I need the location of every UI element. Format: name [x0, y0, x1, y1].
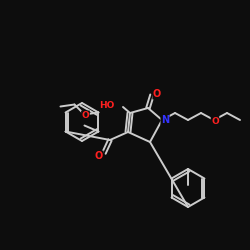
Text: O: O	[153, 89, 161, 99]
Text: HO: HO	[100, 102, 115, 110]
Text: O: O	[82, 111, 89, 120]
Text: O: O	[95, 151, 103, 161]
Text: O: O	[211, 116, 219, 126]
Text: N: N	[161, 115, 169, 125]
